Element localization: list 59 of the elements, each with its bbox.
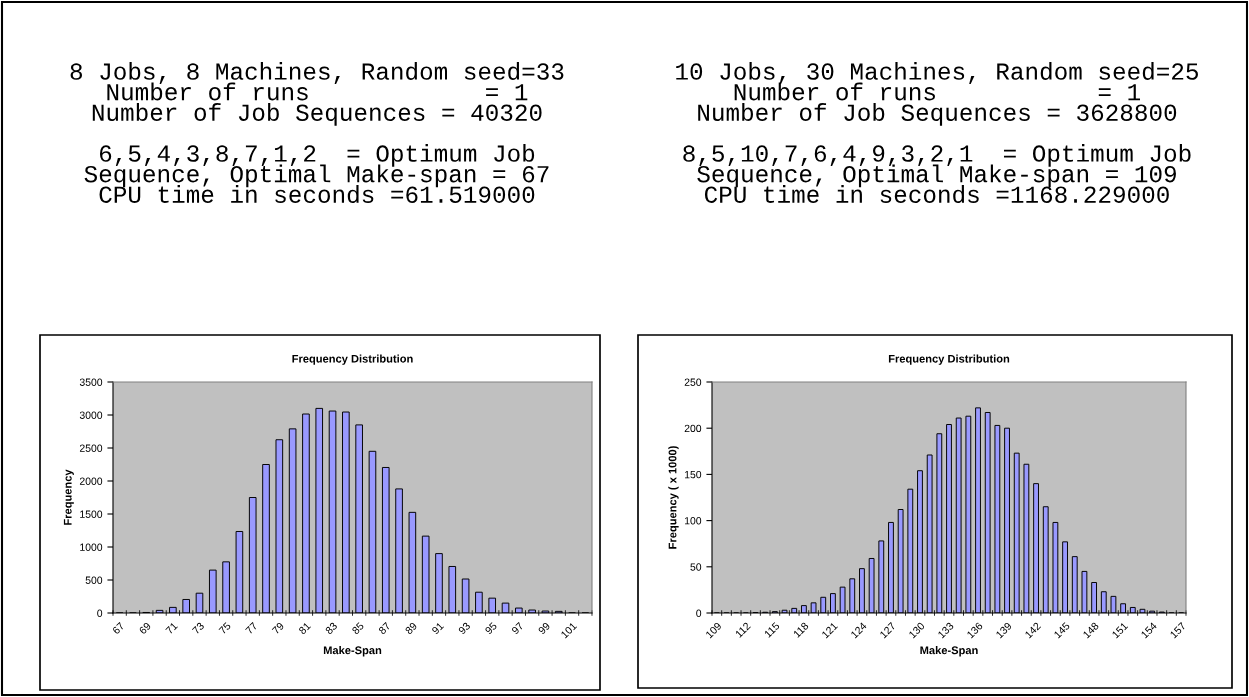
x-tick-label: 79	[271, 621, 285, 635]
x-tick-label: 89	[404, 621, 418, 635]
y-tick-label: 0	[696, 609, 702, 617]
y-tick-label: 2000	[79, 477, 103, 485]
x-tick-label: 121	[821, 621, 838, 639]
y-tick-label: 100	[685, 517, 702, 525]
x-tick-label: 95	[484, 621, 498, 635]
x-tick-label: 85	[351, 621, 365, 635]
x-tick-label: 101	[560, 621, 578, 639]
x-tick-label: 127	[879, 621, 896, 639]
x-tick-label: 133	[937, 621, 955, 639]
text: 8 Jobs, 8 Machines, Random seed=33 Number of runs = 1 Number of Job Sequences = 40320	[70, 62, 564, 126]
x-tick-label: 91	[431, 621, 445, 635]
x-tick-label: 151	[1111, 621, 1129, 639]
x-axis-title: Make-Span	[323, 646, 382, 657]
x-tick-label: 109	[705, 621, 722, 639]
x-tick-label: 124	[850, 621, 868, 639]
x-tick-label: 77	[245, 621, 258, 635]
y-tick-label: 1000	[80, 543, 103, 551]
x-tick-label: 112	[734, 621, 751, 638]
chart-title: Frequency Distribution	[292, 354, 413, 365]
x-tick-label: 142	[1024, 621, 1042, 639]
x-tick-label: 67	[112, 621, 125, 635]
x-tick-label: 99	[537, 621, 551, 635]
y-tick-label: 2500	[79, 444, 103, 452]
x-tick-label: 145	[1053, 621, 1071, 639]
y-tick-label: 1500	[80, 510, 103, 518]
y-tick-label: 250	[684, 378, 702, 386]
x-tick-label: 118	[792, 621, 809, 638]
x-tick-label: 157	[1169, 621, 1187, 639]
x-tick-label: 97	[511, 621, 524, 635]
x-tick-label: 115	[763, 621, 780, 638]
y-tick-label: 50	[690, 563, 702, 571]
y-axis-title: Frequency ( x 1000)	[668, 446, 679, 549]
x-tick-label: 75	[218, 621, 232, 635]
y-tick-label: 200	[684, 424, 702, 433]
text: 10 Jobs, 30 Machines, Random seed=25 Number of runs = 1 Number of Job Sequences = 3628800	[676, 62, 1198, 126]
y-axis-title: Frequency	[63, 469, 74, 525]
chart-title: Frequency Distribution	[888, 354, 1010, 365]
x-tick-label: 87	[378, 621, 391, 635]
y-tick-label: 500	[85, 576, 103, 584]
text: 8,5,10,7,6,4,9,3,2,1 = Optimum Job Sequence, Optimal Make-span = 109 CPU time in seconds =1168.229000	[683, 144, 1191, 204]
x-tick-label: 93	[457, 621, 471, 635]
y-tick-label: 3000	[79, 411, 103, 419]
x-tick-label: 83	[324, 621, 338, 635]
x-tick-label: 81	[298, 621, 311, 635]
y-tick-label: 150	[685, 470, 702, 479]
x-tick-label: 148	[1082, 621, 1100, 639]
x-tick-label: 139	[995, 621, 1013, 639]
x-tick-label: 154	[1140, 621, 1158, 639]
x-tick-label: 71	[165, 621, 178, 635]
x-tick-label: 73	[191, 621, 205, 635]
x-axis-title: Make-Span	[920, 646, 978, 657]
text: 6,5,4,3,8,7,1,2 = Optimum Job Sequence, Optimal Make-span = 67 CPU time in seconds =61.519000	[84, 144, 549, 204]
y-tick-label: 3500	[79, 378, 103, 386]
y-tick-label: 0	[97, 609, 103, 617]
x-tick-label: 130	[908, 621, 926, 639]
x-tick-label: 69	[138, 621, 152, 635]
x-tick-label: 136	[966, 621, 984, 639]
